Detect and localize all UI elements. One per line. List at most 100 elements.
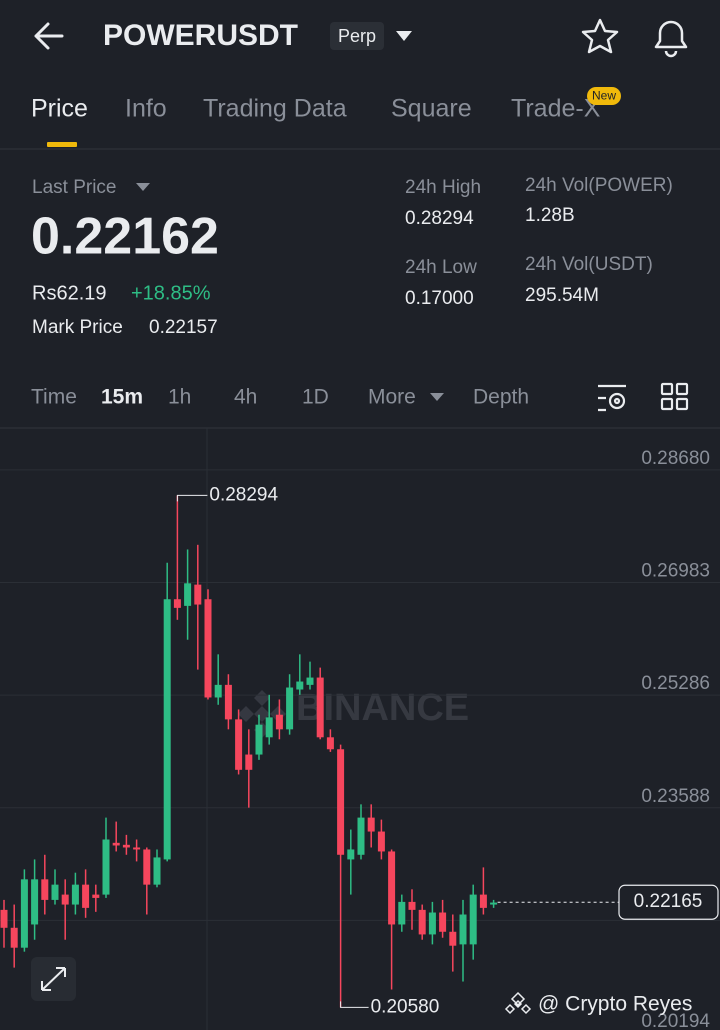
last-price: 0.22162 — [31, 208, 219, 266]
candle-body — [112, 842, 120, 846]
mark-price-label: Mark Price — [32, 317, 123, 338]
stat-label: 24h Vol(POWER) — [525, 175, 673, 196]
candle-body — [184, 583, 192, 606]
stat-value: 1.28B — [525, 205, 575, 226]
candle-body — [388, 851, 396, 925]
candle-body — [163, 599, 171, 860]
candle-body — [82, 884, 90, 908]
more-dropdown[interactable] — [430, 393, 444, 401]
candle-body — [439, 912, 447, 932]
stat-value: 0.28294 — [405, 208, 474, 229]
candle-body — [102, 839, 110, 895]
candle-body — [51, 884, 59, 900]
y-tick-label: 0.26983 — [641, 560, 710, 581]
symbol-dropdown[interactable] — [396, 31, 412, 41]
new-badge: New — [592, 89, 616, 103]
last-price-label: 0.22165 — [634, 891, 703, 912]
interval[interactable]: 15m — [101, 386, 143, 409]
interval[interactable]: 4h — [234, 386, 257, 409]
candle-body — [408, 901, 416, 910]
credit-logo — [504, 991, 532, 1015]
candle-body — [122, 844, 130, 848]
credit: @ Crypto Reyes — [538, 993, 692, 1016]
interval[interactable]: More — [368, 386, 416, 409]
active-tab-indicator — [47, 142, 77, 147]
candle-body — [61, 894, 69, 905]
tab[interactable]: Price — [31, 95, 88, 123]
candle-body — [286, 687, 294, 730]
candle-body — [143, 849, 151, 885]
price-change: +18.85% — [131, 282, 211, 304]
candle-chart[interactable]: BINANCE 0.286800.269830.252860.235880.21… — [0, 428, 720, 1030]
expand-button[interactable] — [41, 967, 66, 991]
candle-body — [418, 909, 426, 935]
fiat-price: Rs62.19 — [32, 282, 107, 304]
candle-body — [316, 677, 324, 738]
high-marker-label: 0.28294 — [209, 484, 278, 505]
y-tick-label: 0.23588 — [641, 786, 710, 807]
mark-price: 0.22157 — [149, 317, 218, 338]
candle-body — [224, 684, 232, 720]
candle-body — [235, 719, 243, 770]
candle-body — [10, 927, 18, 948]
stat-label: 24h Low — [405, 257, 477, 278]
candle-body — [275, 714, 283, 730]
last-price-dropdown[interactable] — [136, 183, 150, 191]
candle-body — [194, 584, 202, 605]
indicator-settings[interactable] — [598, 384, 626, 412]
interval[interactable]: 1D — [302, 386, 329, 409]
favorite-button[interactable] — [581, 18, 619, 54]
y-tick-label: 0.20194 — [641, 1011, 710, 1030]
back-button[interactable] — [34, 22, 64, 50]
candle-body — [469, 894, 477, 945]
candle-body — [31, 879, 39, 925]
candle-body — [428, 912, 436, 935]
candle-body — [71, 884, 79, 905]
perp-badge-bg — [330, 22, 384, 50]
candle-body — [92, 894, 100, 898]
candle-body — [490, 902, 498, 905]
perp-badge: Perp — [338, 26, 376, 46]
candle-body — [398, 901, 406, 925]
candle-body — [255, 724, 263, 755]
alert-button[interactable] — [654, 20, 688, 58]
candle-body — [357, 817, 365, 855]
candle-body — [377, 831, 385, 852]
y-tick-label: 0.25286 — [641, 673, 710, 694]
candle-body — [306, 677, 314, 685]
candle-body — [173, 599, 181, 608]
stat-value: 0.17000 — [405, 288, 474, 309]
candle-body — [265, 717, 273, 738]
watermark-logo — [238, 690, 286, 738]
candle-body — [214, 684, 222, 698]
candle-body — [204, 599, 212, 698]
last-price-box — [618, 884, 719, 920]
interval[interactable]: 1h — [168, 386, 191, 409]
interval[interactable]: Depth — [473, 386, 529, 409]
candle-body — [326, 737, 334, 750]
candle-body — [41, 879, 49, 900]
stat-label: 24h High — [405, 177, 481, 198]
candle-body — [20, 879, 28, 948]
y-tick-label: 0.28680 — [641, 448, 710, 469]
low-marker-label: 0.20580 — [371, 996, 440, 1017]
candle-body — [367, 817, 375, 832]
candle-body — [347, 849, 355, 860]
candle-body — [133, 847, 141, 850]
interval[interactable]: Time — [31, 386, 77, 409]
layout-button[interactable] — [660, 382, 689, 411]
high-marker-line — [176, 494, 208, 502]
candle-body — [0, 909, 8, 928]
tab[interactable]: Trading Data — [203, 95, 347, 123]
tab[interactable]: Trade-X — [511, 95, 601, 123]
tab[interactable]: Info — [125, 95, 167, 123]
tab[interactable]: Square — [391, 95, 472, 123]
candle-body — [296, 681, 304, 690]
candle-body — [153, 857, 161, 885]
last-price-label: Last Price — [32, 177, 116, 198]
watermark: BINANCE — [296, 687, 469, 729]
candle-body — [449, 931, 457, 946]
